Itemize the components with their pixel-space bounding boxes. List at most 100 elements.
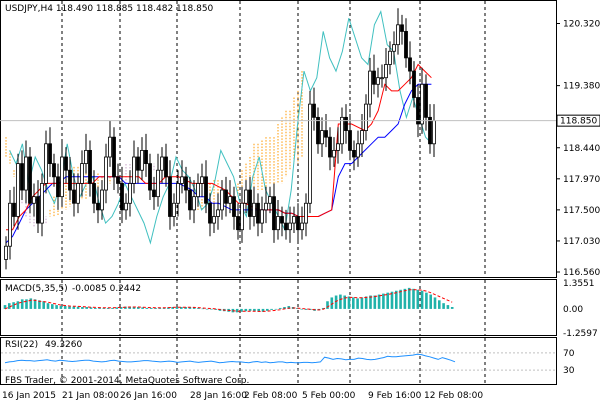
macd-y-tick-label: 0.00 bbox=[563, 305, 583, 315]
macd-histogram-bar bbox=[369, 295, 372, 309]
y-tick-label: 120.320 bbox=[563, 20, 600, 30]
candle-body bbox=[328, 136, 332, 158]
candle-body bbox=[252, 202, 256, 217]
candle-body bbox=[120, 183, 124, 211]
current-price-label: 118.850 bbox=[560, 117, 597, 127]
macd-histogram-bar bbox=[102, 307, 106, 309]
macd-histogram-bar bbox=[124, 306, 127, 309]
candle-body bbox=[232, 196, 236, 217]
candlestick-series bbox=[4, 8, 436, 270]
macd-histogram-bar bbox=[132, 306, 136, 309]
macd-histogram-bar bbox=[210, 308, 213, 310]
rsi-indicator bbox=[1, 352, 555, 371]
macd-histogram-bar bbox=[55, 305, 58, 309]
y-tick-label: 117.970 bbox=[563, 175, 600, 185]
macd-histogram-bar bbox=[171, 306, 174, 309]
candle-body bbox=[236, 216, 240, 231]
candle-body bbox=[332, 149, 336, 158]
macd-histogram-bar bbox=[94, 307, 97, 309]
macd-histogram-bar bbox=[412, 288, 415, 309]
chart-header: USDJPY,H4 118.490 118.885 118.482 118.85… bbox=[5, 4, 214, 14]
candle-body bbox=[380, 77, 384, 80]
macd-histogram-bar bbox=[98, 307, 101, 309]
macd-histogram-bar bbox=[364, 296, 368, 309]
candle-body bbox=[200, 176, 204, 184]
candle-body bbox=[372, 70, 376, 85]
macd-histogram-bar bbox=[106, 307, 110, 309]
candle-body bbox=[100, 189, 104, 211]
candle-body bbox=[344, 116, 348, 131]
candle-body bbox=[92, 183, 96, 204]
x-tick-label: 26 Jan 16:00 bbox=[120, 391, 177, 401]
candle-body bbox=[268, 196, 272, 204]
candle-body bbox=[428, 116, 432, 145]
macd-histogram-bar bbox=[244, 308, 248, 312]
macd-histogram-bar bbox=[25, 299, 28, 309]
candle-body bbox=[72, 189, 76, 204]
y-tick-label: 116.560 bbox=[563, 268, 600, 278]
macd-histogram-bar bbox=[360, 297, 364, 309]
candle-body bbox=[264, 202, 268, 211]
candle-body bbox=[80, 163, 84, 184]
candle-body bbox=[20, 163, 24, 191]
candle-body bbox=[412, 70, 416, 98]
rsi-pane-frame bbox=[0, 337, 557, 385]
candle-body bbox=[36, 196, 40, 224]
macd-histogram-bar bbox=[438, 300, 441, 309]
candle-body bbox=[292, 216, 296, 224]
macd-histogram-bar bbox=[137, 306, 140, 309]
rsi-line bbox=[4, 353, 456, 364]
candle-body bbox=[16, 163, 20, 217]
macd-histogram-bar bbox=[442, 303, 445, 309]
candle-body bbox=[220, 189, 224, 211]
candle-body bbox=[336, 143, 340, 151]
candle-body bbox=[128, 183, 132, 204]
candle-body bbox=[316, 116, 320, 145]
candle-body bbox=[132, 156, 136, 184]
macd-histogram-bar bbox=[395, 290, 398, 309]
macd-histogram-bar bbox=[89, 307, 93, 309]
candle-body bbox=[112, 136, 116, 178]
x-tick-label: 28 Jan 16:00 bbox=[190, 391, 247, 401]
candle-body bbox=[116, 176, 120, 184]
candle-body bbox=[192, 196, 196, 211]
candle-body bbox=[28, 156, 32, 204]
candle-body bbox=[8, 202, 12, 247]
macd-histogram-bar bbox=[300, 308, 303, 310]
macd-histogram-bar bbox=[119, 306, 123, 309]
macd-histogram-bar bbox=[407, 287, 411, 309]
candle-body bbox=[212, 216, 216, 224]
macd-histogram-bar bbox=[154, 307, 157, 309]
candle-body bbox=[288, 222, 292, 231]
candle-body bbox=[180, 176, 184, 184]
candle-body bbox=[88, 149, 92, 184]
candle-body bbox=[240, 202, 244, 231]
macd-histogram-bar bbox=[63, 306, 67, 309]
macd-histogram-bar bbox=[278, 307, 282, 309]
y-tick-label: 119.380 bbox=[563, 82, 600, 92]
candle-body bbox=[420, 83, 424, 125]
macd-histogram-bar bbox=[76, 306, 80, 309]
x-tick-label: 2 Feb 08:00 bbox=[244, 391, 298, 401]
macd-histogram-bar bbox=[128, 306, 131, 309]
macd-histogram-bar bbox=[270, 308, 273, 310]
candle-body bbox=[44, 143, 48, 184]
candle-body bbox=[56, 176, 60, 198]
candle-body bbox=[144, 149, 148, 165]
candle-body bbox=[156, 169, 160, 198]
macd-histogram-bar bbox=[3, 305, 7, 309]
chikou-span-line bbox=[9, 10, 433, 245]
candle-body bbox=[188, 189, 192, 211]
candle-body bbox=[152, 189, 156, 198]
candle-body bbox=[324, 130, 328, 138]
x-tick-label: 12 Feb 08:00 bbox=[424, 391, 483, 401]
macd-histogram-bar bbox=[192, 307, 196, 309]
candle-body bbox=[432, 120, 436, 145]
candle-body bbox=[176, 183, 180, 204]
candle-body bbox=[184, 176, 188, 191]
candle-body bbox=[352, 149, 356, 158]
candle-body bbox=[228, 196, 232, 204]
candle-body bbox=[140, 149, 144, 171]
candle-body bbox=[388, 50, 392, 65]
